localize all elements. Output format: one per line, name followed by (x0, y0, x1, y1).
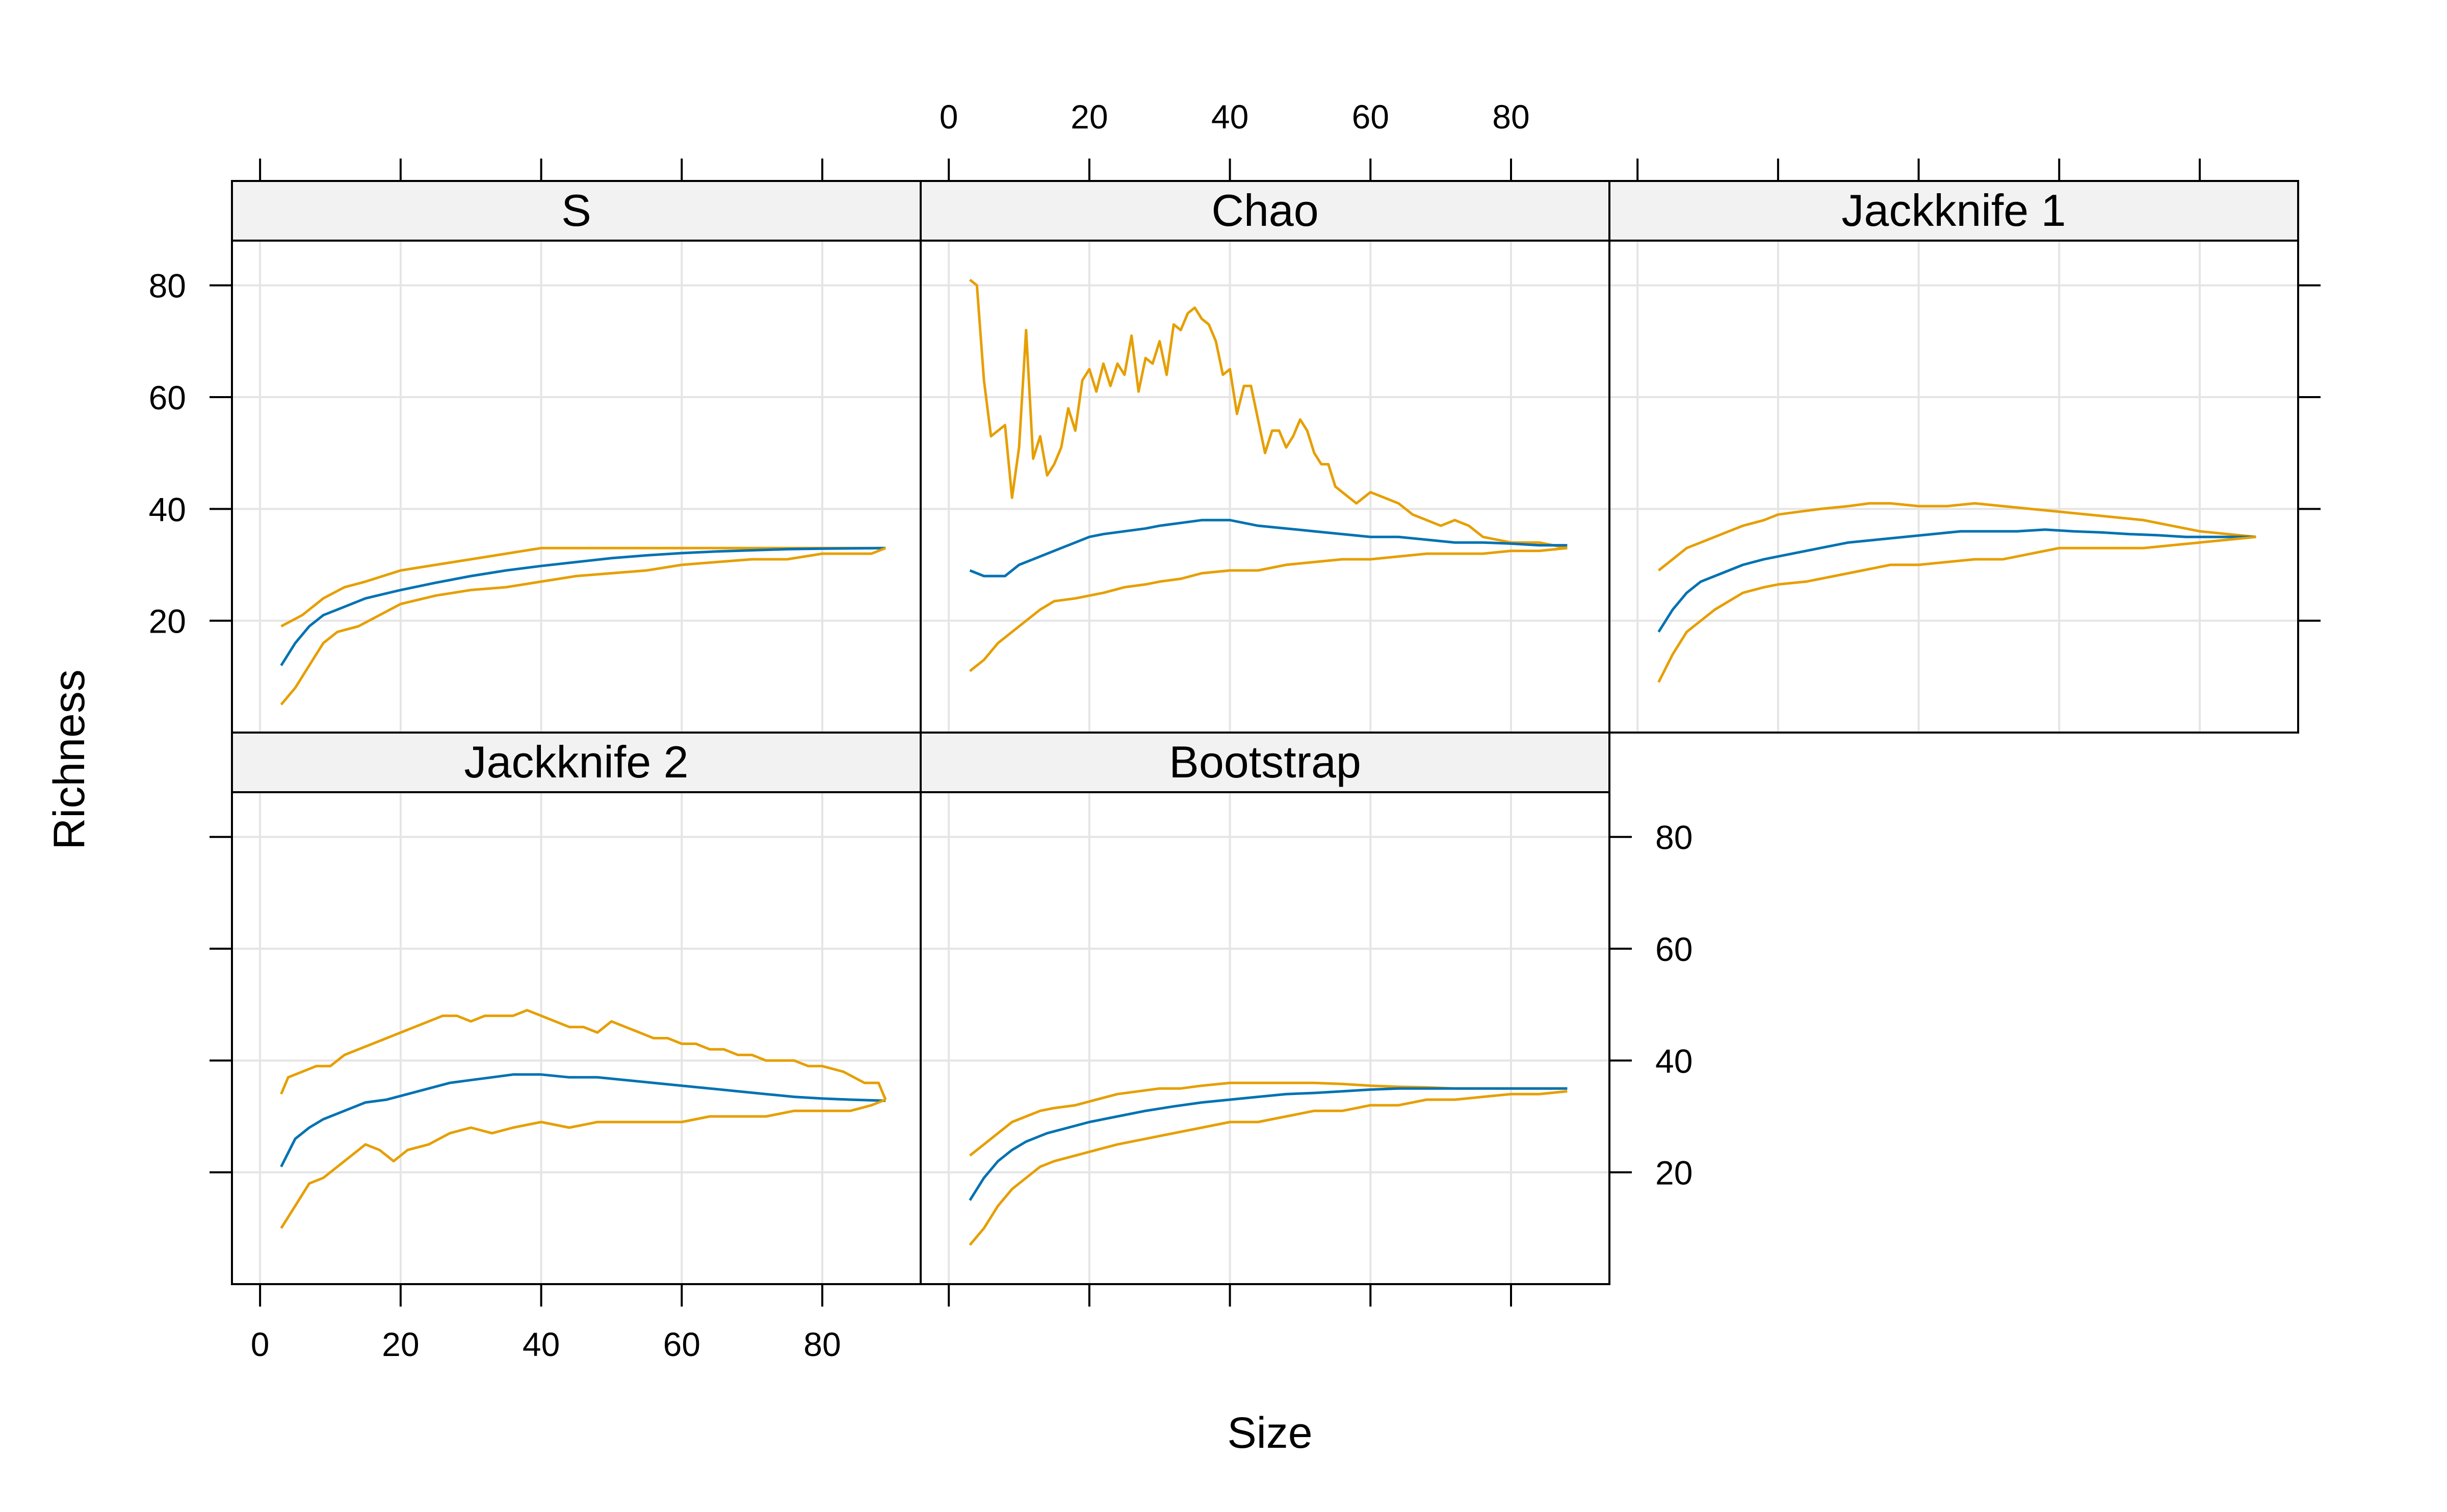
series-line-lower (969, 1090, 1568, 1246)
series-line-estimate (1657, 528, 2256, 633)
x-tick-label: 40 (1211, 98, 1248, 136)
x-tick-label: 80 (803, 1325, 841, 1363)
panel-strip (920, 732, 1610, 793)
series-line-lower (969, 546, 1568, 672)
y-tick-label: 40 (1655, 1042, 1693, 1080)
panel-border (1608, 240, 2299, 734)
series-line-estimate (969, 518, 1568, 578)
panels: S Chao Jackknife 1 Jackknife 2 Bootstrap (231, 180, 2299, 1285)
panel-jackknife-1: Jackknife 1 (1608, 180, 2299, 734)
panel-title: Jackknife 1 (1841, 185, 2066, 236)
y-tick-label: 40 (149, 490, 186, 528)
series-line-lower (280, 1098, 887, 1229)
panel-bootstrap: Bootstrap (920, 732, 1610, 1285)
series-line-estimate (969, 1087, 1568, 1201)
series-line-estimate (280, 546, 886, 666)
y-tick-label: 60 (149, 379, 186, 416)
panel-jackknife-2: Jackknife 2 (231, 732, 922, 1285)
panel-title: Bootstrap (1169, 737, 1361, 787)
y-tick-label: 60 (1655, 930, 1693, 968)
x-axis-label: Size (1227, 1409, 1312, 1457)
panel-strip (1608, 180, 2299, 242)
x-tick-label: 60 (663, 1325, 700, 1363)
series-line-upper (280, 1009, 887, 1101)
x-tick-label: 20 (382, 1325, 419, 1363)
panel-border (231, 791, 922, 1285)
x-tick-label: 20 (1071, 98, 1108, 136)
y-tick-label: 80 (149, 267, 186, 305)
panel-border (231, 240, 922, 734)
y-tick-label: 20 (1655, 1154, 1693, 1192)
panel-chao: Chao (920, 180, 1610, 734)
y-tick-label: 20 (149, 603, 186, 640)
series-line-upper (969, 278, 1568, 550)
series-line-upper (1657, 502, 2256, 571)
series-line-estimate (280, 1073, 886, 1167)
y-axis-label: Richness (45, 669, 94, 850)
x-tick-label: 0 (251, 1325, 270, 1363)
panel-s: S (231, 180, 922, 734)
x-tick-label: 0 (940, 98, 958, 136)
panel-strip (920, 180, 1610, 242)
y-tick-label: 80 (1655, 819, 1693, 856)
x-tick-label: 80 (1492, 98, 1529, 136)
panel-border (920, 791, 1610, 1285)
x-tick-label: 40 (523, 1325, 560, 1363)
series-line-lower (280, 546, 887, 706)
panel-border (920, 240, 1610, 734)
series-line-upper (280, 546, 886, 628)
x-tick-label: 60 (1352, 98, 1389, 136)
panel-title: Chao (1211, 185, 1318, 236)
axes: 0 20 40 60 80 0 20 40 60 80 20 20 40 40 60 60 80 80 (149, 98, 2321, 1363)
panel-title: Jackknife 2 (464, 737, 688, 787)
series-line-lower (1657, 535, 2256, 683)
panel-title: S (561, 185, 591, 236)
